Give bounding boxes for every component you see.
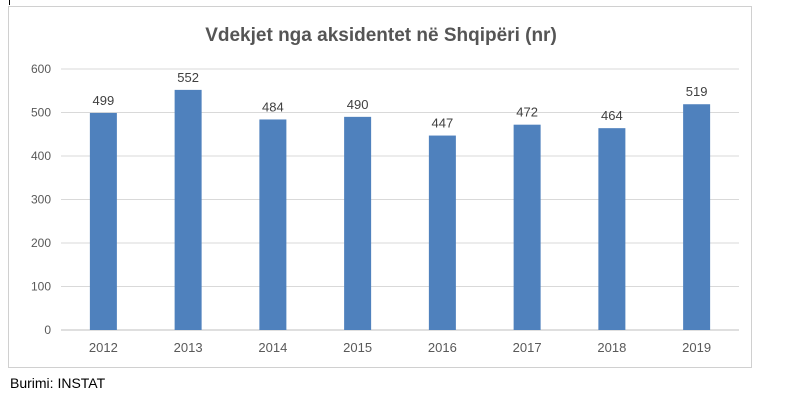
y-tick-label: 200	[31, 236, 51, 250]
y-tick-label: 0	[44, 323, 51, 337]
source-note: Burimi: INSTAT	[10, 375, 106, 391]
y-tick-label: 600	[31, 62, 51, 76]
bar-2012	[89, 112, 117, 330]
data-label: 472	[516, 105, 538, 120]
x-tick-label: 2018	[597, 340, 626, 355]
y-tick-label: 400	[31, 149, 51, 163]
x-tick-label: 2014	[258, 340, 287, 355]
bar-2017	[513, 124, 541, 331]
corner-mark	[9, 0, 10, 5]
bar-2015	[344, 116, 372, 330]
y-tick-label: 100	[31, 280, 51, 294]
chart-title: Vdekjet nga aksidentet në Shqipëri (nr)	[205, 25, 557, 46]
x-tick-label: 2016	[428, 340, 457, 355]
bar-2013	[174, 89, 202, 330]
bar-2018	[598, 128, 626, 330]
x-tick-label: 2012	[89, 340, 118, 355]
bar-2019	[683, 104, 711, 330]
data-label: 490	[347, 97, 369, 112]
data-label: 552	[177, 70, 199, 85]
bar-2014	[259, 119, 287, 331]
data-label: 519	[686, 84, 708, 99]
bar-2016	[428, 135, 456, 330]
y-tick-label: 500	[31, 106, 51, 120]
bar-chart: 0 100 200 300 400 500 600 499 2012 552 2013 484 2014…	[31, 62, 739, 355]
x-tick-label: 2015	[343, 340, 372, 355]
x-tick-label: 2013	[174, 340, 203, 355]
y-tick-label: 300	[31, 193, 51, 207]
chart-frame: Vdekjet nga aksidentet në Shqipëri (nr) …	[8, 6, 752, 368]
data-label: 484	[262, 99, 284, 114]
data-label: 464	[601, 108, 623, 123]
data-label: 447	[432, 116, 454, 131]
x-tick-label: 2019	[682, 340, 711, 355]
x-tick-label: 2017	[513, 340, 542, 355]
data-label: 499	[93, 93, 115, 108]
